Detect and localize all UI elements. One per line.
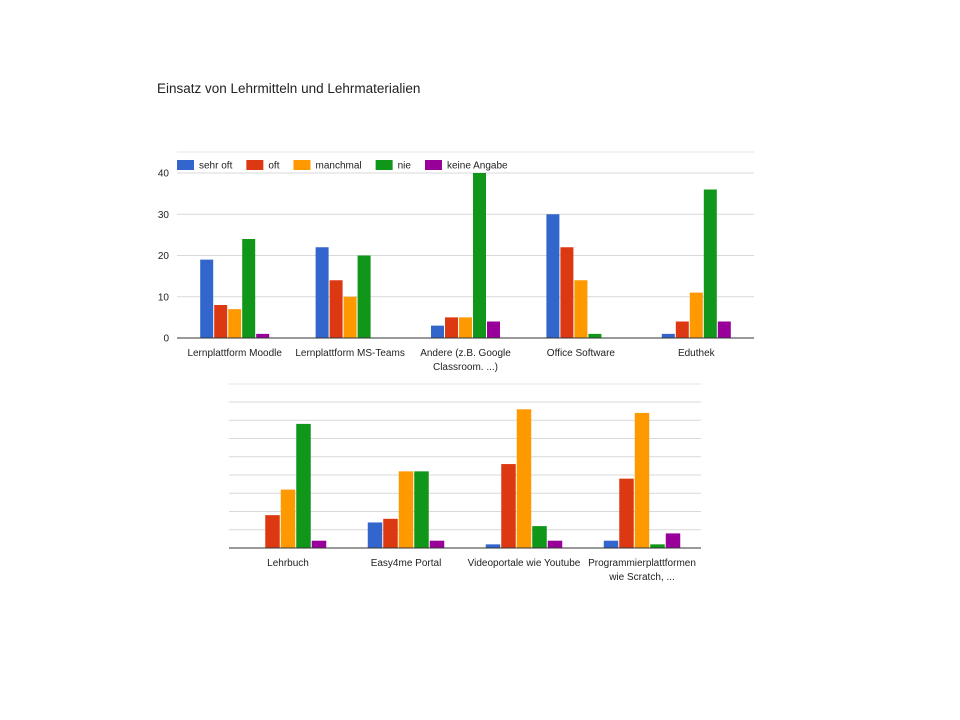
bar-manchmal-4 <box>634 412 650 548</box>
bar-manchmal-2 <box>343 296 357 338</box>
x-category-label: Programmierplattformen <box>588 558 696 569</box>
legend-swatch-sehr-oft <box>177 160 194 170</box>
x-category-label: Videoportale wie Youtube <box>468 558 581 569</box>
bar-manchmal-5 <box>689 292 703 338</box>
bar-keine-angabe-5 <box>717 321 731 338</box>
bar-sehr-oft-4 <box>546 214 560 338</box>
bar-sehr-oft-2 <box>315 247 329 338</box>
legend-swatch-nie <box>375 160 393 170</box>
bar-oft-3 <box>501 464 516 548</box>
x-category-label: Easy4me Portal <box>371 558 442 569</box>
legend-label-nie: nie <box>398 161 412 172</box>
bar-oft-5 <box>675 321 689 338</box>
bar-sehr-oft-3 <box>485 544 501 548</box>
x-category-label: wie Scratch, ... <box>608 572 675 583</box>
bar-oft-2 <box>329 280 343 338</box>
legend-label-manchmal: manchmal <box>315 161 361 172</box>
chart-lower: Lehrbuch Easy4me Portal Videoportale wie Y… <box>229 383 701 583</box>
bar-sehr-oft-5 <box>661 333 675 338</box>
legend-label-oft: oft <box>268 161 279 172</box>
bar-nie-2 <box>357 255 371 338</box>
y-tick-label: 10 <box>158 292 170 303</box>
bar-manchmal-1 <box>280 489 296 548</box>
bar-sehr-oft-3 <box>431 325 444 338</box>
y-tick-label: 30 <box>158 210 170 221</box>
bar-keine-angabe-1 <box>256 333 270 338</box>
bar-oft-4 <box>560 247 574 338</box>
bar-nie-3 <box>473 173 486 338</box>
bar-keine-angabe-2 <box>429 540 445 548</box>
bar-manchmal-3 <box>459 317 472 338</box>
bar-sehr-oft-4 <box>603 540 619 548</box>
x-category-label: Lernplattform MS-Teams <box>295 348 404 359</box>
chart-title: Einsatz von Lehrmitteln und Lehrmaterial… <box>157 81 421 96</box>
bar-nie-5 <box>703 189 717 338</box>
bar-manchmal-3 <box>516 409 532 548</box>
bar-keine-angabe-3 <box>547 540 563 548</box>
legend-label-keine-angabe: keine Angabe <box>447 161 508 172</box>
x-category-label: Eduthek <box>678 348 716 359</box>
bar-sehr-oft-1 <box>200 259 214 338</box>
bar-nie-2 <box>414 471 429 548</box>
y-tick-label: 20 <box>158 251 170 262</box>
bar-oft-1 <box>214 305 228 338</box>
legend-label-sehr-oft: sehr oft <box>199 161 233 172</box>
bar-nie-3 <box>532 526 547 548</box>
bar-keine-angabe-1 <box>311 540 327 548</box>
bar-oft-1 <box>265 515 280 548</box>
bar-keine-angabe-3 <box>487 321 500 338</box>
bar-manchmal-4 <box>574 280 588 338</box>
x-category-label: Andere (z.B. Google <box>420 348 511 359</box>
y-tick-label: 0 <box>163 334 169 345</box>
bar-nie-1 <box>296 423 311 548</box>
bar-nie-4 <box>588 333 602 338</box>
legend-swatch-oft <box>246 160 264 170</box>
bar-manchmal-2 <box>398 471 414 548</box>
bar-keine-angabe-4 <box>665 533 681 548</box>
bar-nie-4 <box>650 544 665 548</box>
x-category-label: Classroom. ...) <box>433 362 498 373</box>
bar-oft-2 <box>383 518 398 548</box>
x-category-label: Office Software <box>547 348 616 359</box>
bar-nie-1 <box>242 239 256 338</box>
bar-oft-4 <box>619 478 634 548</box>
x-category-label: Lernplattform Moodle <box>187 348 282 359</box>
y-tick-label: 40 <box>158 169 170 180</box>
legend-swatch-keine-angabe <box>424 160 442 170</box>
x-category-label: Lehrbuch <box>267 558 309 569</box>
chart-upper: 0 10 20 30 40 Lernplattform Moodle Lernplattfo… <box>158 151 754 373</box>
bar-manchmal-1 <box>228 309 242 338</box>
bar-sehr-oft-2 <box>367 522 383 548</box>
bar-oft-3 <box>445 317 458 338</box>
legend-swatch-manchmal <box>293 160 311 170</box>
